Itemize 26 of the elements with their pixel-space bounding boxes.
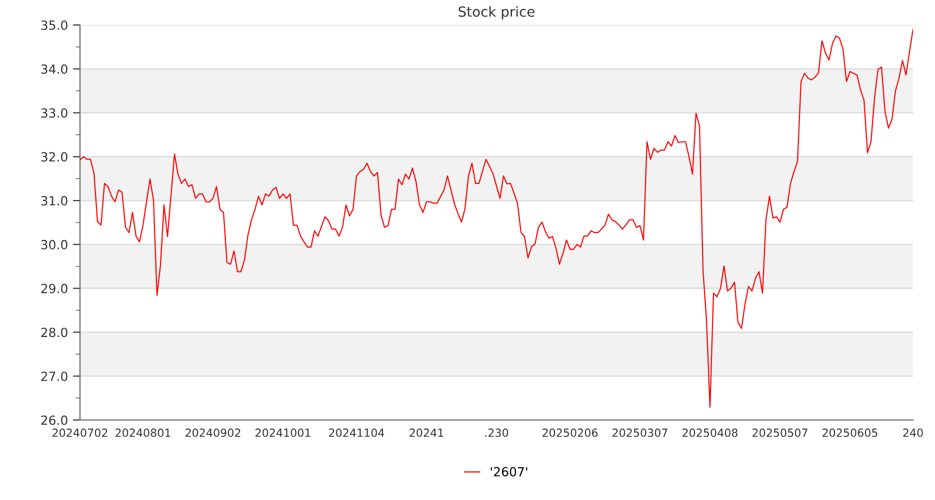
y-tick-label: 28.0: [41, 328, 68, 338]
y-tick-label: 30.0: [41, 240, 68, 250]
x-tick-label: 20250307: [612, 428, 668, 437]
x-tick-label: 240: [903, 428, 923, 437]
y-tick-label: 31.0: [41, 196, 68, 206]
legend-label: '2607': [490, 467, 528, 476]
x-tick-label: 20250408: [682, 428, 738, 437]
y-tick-label: 34.0: [41, 64, 68, 74]
x-tick-label: 20241104: [329, 428, 384, 437]
chart-title: Stock price: [458, 6, 534, 20]
x-tick-label: 20240902: [186, 428, 240, 437]
y-tick-label: 26.0: [41, 415, 68, 425]
x-tick-label: 20241001: [256, 428, 310, 437]
y-tick-label: 35.0: [41, 20, 68, 30]
x-tick-label: 20240801: [116, 428, 170, 437]
x-tick-label: 20240702: [52, 428, 108, 437]
x-tick-label: 20250605: [822, 428, 878, 437]
y-tick-label: 27.0: [41, 372, 68, 382]
y-tick-label: 32.0: [41, 152, 68, 162]
y-tick-label: 29.0: [41, 284, 68, 294]
x-tick-label: .230: [485, 428, 508, 437]
y-tick-label: 33.0: [41, 108, 68, 118]
x-tick-label: 20250206: [542, 428, 598, 437]
x-tick-label: 20250507: [752, 428, 808, 437]
x-tick-label: 20241: [410, 428, 444, 437]
line-series: [80, 28, 913, 408]
